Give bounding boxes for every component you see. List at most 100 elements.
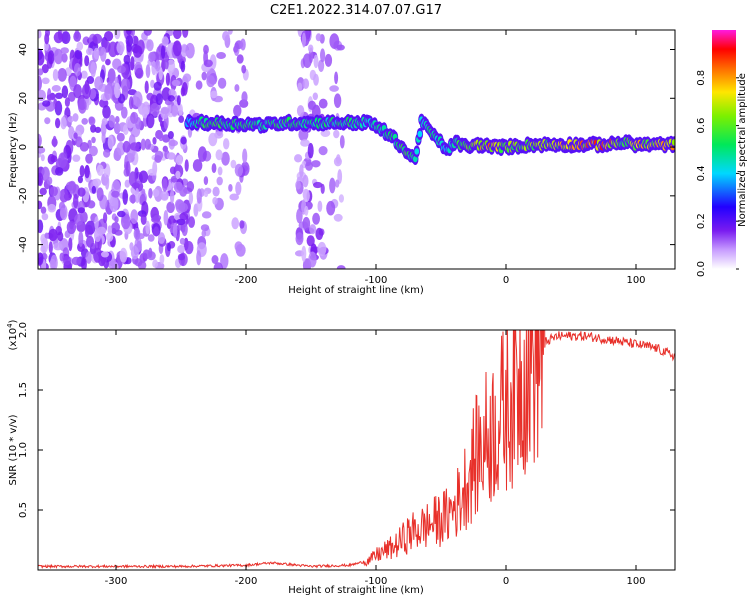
noise-cell: [48, 241, 53, 254]
noise-cell: [107, 225, 113, 235]
noise-cell: [336, 154, 341, 164]
noise-cell: [240, 38, 246, 51]
noise-cell: [147, 168, 157, 176]
noise-cell: [38, 200, 43, 210]
noise-cell: [180, 136, 187, 145]
noise-cell: [55, 117, 61, 129]
noise-cell: [140, 138, 146, 151]
noise-cell: [167, 95, 175, 102]
noise-cell: [160, 190, 169, 200]
colorbar-label: Normalized spectral amplitude: [737, 73, 748, 227]
noise-cell: [79, 142, 89, 152]
noise-cell: [184, 159, 189, 172]
noise-cell: [81, 118, 88, 125]
noise-cell: [105, 58, 111, 66]
colorbar-tick-label: 0.4: [696, 165, 707, 181]
noise-cell: [106, 232, 114, 242]
noise-cell: [134, 258, 143, 267]
noise-cell: [167, 131, 174, 139]
noise-cell: [128, 96, 134, 110]
noise-cell: [201, 71, 207, 81]
noise-cell: [166, 152, 176, 160]
noise-cell: [114, 30, 121, 40]
noise-cell: [117, 210, 126, 218]
noise-cell: [185, 49, 195, 57]
noise-cell: [147, 234, 155, 242]
noise-cell: [122, 189, 128, 205]
noise-cell: [176, 95, 181, 106]
noise-cell: [94, 228, 102, 243]
noise-cell: [129, 194, 137, 204]
noise-cell: [336, 44, 345, 51]
noise-cell: [320, 48, 326, 63]
noise-cell: [74, 49, 83, 60]
noise-cell: [201, 230, 207, 238]
snr-y-axis: 0.5 1.0 1.5 2.0: [18, 322, 675, 518]
noise-cell: [297, 82, 303, 92]
noise-cell: [63, 255, 71, 266]
noise-cell: [38, 219, 44, 234]
noise-cell: [175, 170, 181, 179]
noise-cell: [236, 54, 244, 64]
noise-cell: [93, 247, 103, 263]
noise-cell: [165, 72, 170, 86]
noise-cell: [307, 142, 314, 159]
noise-cell: [46, 94, 56, 101]
noise-cell: [130, 209, 139, 225]
noise-cell: [196, 250, 202, 266]
noise-cell: [66, 220, 77, 235]
noise-cell: [333, 213, 343, 222]
noise-cell: [177, 253, 185, 261]
noise-cell: [58, 152, 68, 168]
y-tick-label: -40: [18, 236, 29, 252]
noise-cell: [217, 77, 227, 89]
noise-cell: [179, 237, 186, 245]
noise-cell: [71, 256, 82, 266]
noise-cell: [172, 222, 178, 238]
noise-cell: [44, 232, 49, 239]
noise-cell: [228, 30, 233, 35]
noise-cell: [152, 259, 159, 268]
noise-cell: [104, 84, 113, 101]
noise-cell: [38, 133, 42, 148]
ridge-cell: [671, 139, 675, 146]
noise-cell: [59, 252, 65, 262]
noise-cell: [166, 201, 175, 213]
snr-x-axis: -300 -200 -100 0 100: [105, 330, 646, 587]
noise-cell: [308, 100, 316, 111]
noise-cell: [210, 90, 218, 99]
noise-cell: [46, 176, 53, 185]
noise-cell: [130, 245, 139, 260]
noise-cell: [184, 241, 194, 255]
noise-cell: [203, 190, 209, 198]
noise-cell: [64, 97, 70, 107]
ridge-cell: [414, 148, 420, 155]
noise-cell: [148, 51, 156, 63]
noise-cell: [60, 116, 67, 130]
noise-cell: [308, 251, 317, 268]
noise-cell: [77, 207, 86, 214]
noise-cell: [92, 33, 103, 44]
noise-cell: [49, 186, 58, 197]
noise-cell: [338, 194, 344, 203]
noise-cell: [180, 86, 186, 97]
noise-cell: [217, 166, 223, 176]
noise-cell: [72, 154, 81, 162]
noise-cell: [164, 58, 169, 70]
noise-cell: [125, 35, 134, 47]
noise-cell: [308, 44, 314, 53]
noise-cell: [40, 245, 46, 253]
noise-cell: [168, 139, 178, 147]
noise-cell: [231, 217, 239, 230]
noise-cell: [133, 45, 143, 58]
noise-cell: [45, 30, 50, 37]
noise-cell: [160, 45, 166, 59]
noise-cell: [234, 241, 243, 252]
noise-cell: [179, 212, 189, 221]
noise-cell: [54, 92, 64, 100]
noise-cell: [77, 187, 86, 197]
noise-cell: [175, 155, 183, 166]
noise-cell: [113, 150, 119, 161]
noise-cell: [296, 105, 305, 117]
